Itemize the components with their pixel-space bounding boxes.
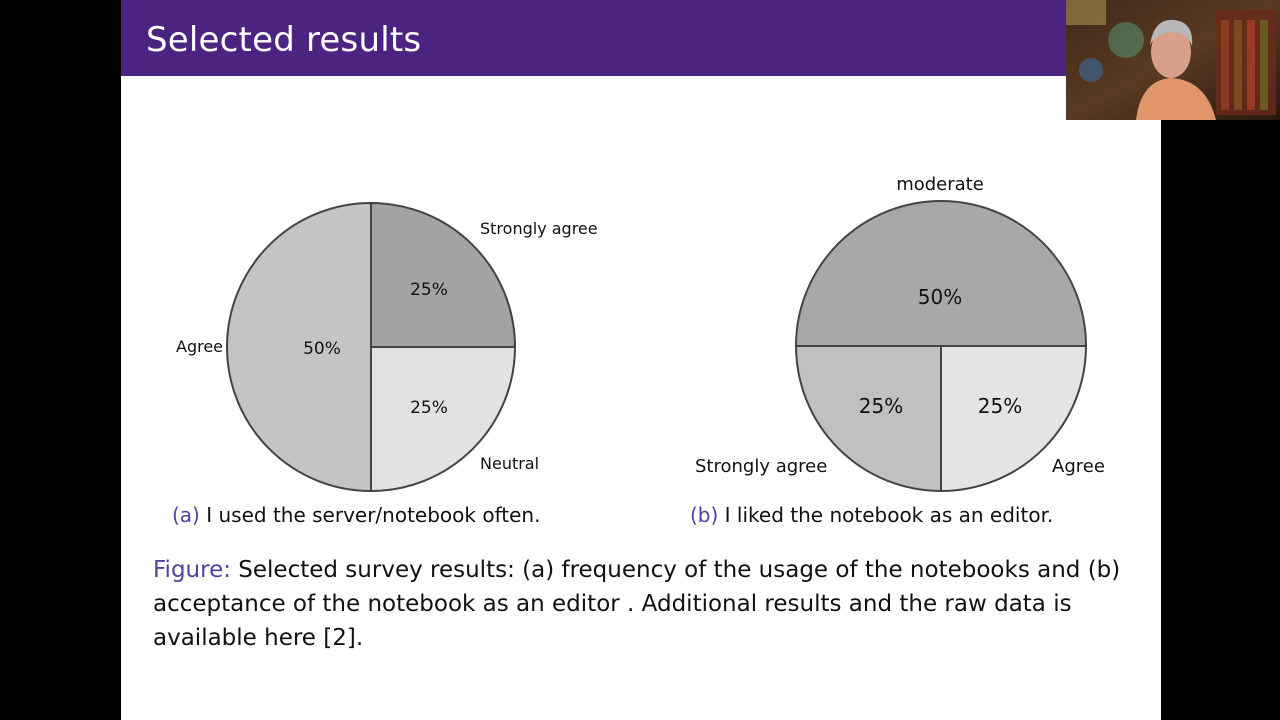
pie-b-label-moderate: moderate [896, 174, 984, 195]
pie-a-value-neutral: 25% [410, 398, 448, 418]
figure-caption: Figure: Selected survey results: (a) fre… [153, 553, 1153, 655]
pie-b-slice-agree [940, 345, 1088, 493]
pie-b-label-agree: Agree [1052, 456, 1105, 477]
pie-b-value-agree: 25% [978, 394, 1022, 418]
pie-a-label-neutral: Neutral [480, 454, 539, 473]
pie-chart-a: 25% 25% 50% Strongly agree Neutral Agree [176, 201, 598, 493]
pie-a-value-agree: 50% [303, 339, 341, 359]
subcaption-a-text: I used the server/notebook often. [206, 503, 541, 527]
subcaption-a: (a) I used the server/notebook often. [172, 503, 540, 527]
pie-a-slice-agree [226, 201, 372, 493]
pie-b-label-strongly-agree: Strongly agree [695, 456, 827, 477]
pie-charts: 25% 25% 50% Strongly agree Neutral Agree… [176, 174, 1105, 493]
presentation-slide: Selected results 25% 25% 50% Strongly ag… [121, 0, 1161, 720]
pie-a-value-strongly-agree: 25% [410, 280, 448, 300]
pie-b-slice-moderate [794, 200, 1088, 347]
pie-a-label-strongly-agree: Strongly agree [480, 219, 598, 238]
pie-a-slice-strongly-agree [370, 201, 517, 348]
subcaption-b-tag: (b) [690, 503, 719, 527]
subcaption-b: (b) I liked the notebook as an editor. [690, 503, 1053, 527]
pie-b-value-strongly-agree: 25% [859, 394, 903, 418]
webcam-video [1066, 0, 1280, 120]
pie-chart-b: 50% 25% 25% moderate Agree Strongly agre… [695, 174, 1105, 493]
slide-title: Selected results [146, 20, 422, 60]
title-bar: Selected results [121, 0, 1067, 76]
webcam-presenter-icon [1066, 0, 1280, 120]
subcaption-a-tag: (a) [172, 503, 200, 527]
pie-b-value-moderate: 50% [918, 285, 962, 309]
figure-caption-label: Figure: [153, 557, 231, 583]
pie-a-label-agree: Agree [176, 337, 223, 356]
subcaption-b-text: I liked the notebook as an editor. [724, 503, 1054, 527]
pie-a-slice-neutral [370, 346, 517, 493]
figure-caption-text: Selected survey results: (a) frequency o… [153, 557, 1121, 651]
pie-b-slice-strongly-agree [794, 345, 942, 493]
